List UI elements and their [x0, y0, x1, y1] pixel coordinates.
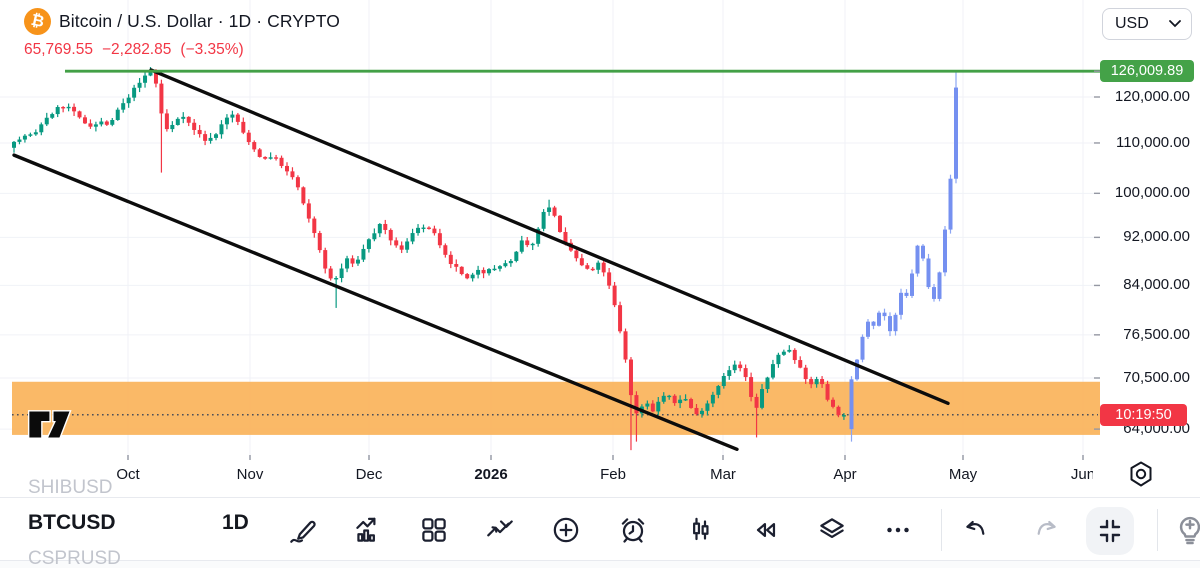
x-axis-tick-mark — [368, 455, 370, 460]
x-axis-tick-mark — [722, 455, 724, 460]
x-axis-tick-label: Mar — [710, 466, 736, 483]
resistance-price-badge: 126,009.89 — [1100, 60, 1194, 83]
x-axis-tick-label: Jun — [1070, 466, 1093, 483]
alarm-clock-icon — [621, 518, 645, 543]
candlestick-chart[interactable] — [0, 0, 1100, 455]
x-axis-tick-label: Dec — [355, 466, 383, 483]
watchlist-item-csprusd[interactable]: CSPRUSD — [28, 548, 121, 568]
y-axis-tick-label: 100,000.00 — [1114, 184, 1190, 202]
symbol-header: ₿ Bitcoin / U.S. Dollar · 1D · CRYPTO 65… — [24, 8, 340, 59]
plus-circle-icon — [553, 517, 579, 543]
price-row: 65,769.55 −2,282.85 (−3.35%) — [24, 41, 340, 59]
undo-button[interactable] — [956, 508, 1000, 552]
x-axis-tick-label: May — [948, 466, 978, 483]
y-axis-tick-label: 120,000.00 — [1114, 88, 1190, 105]
x-axis-tick-label: Oct — [116, 466, 140, 483]
y-axis-tick-label: 92,000.00 — [1123, 228, 1190, 246]
x-axis-tick-mark — [249, 455, 251, 460]
y-axis-tick-label: 70,500.00 — [1123, 369, 1190, 386]
y-axis-tick-label: 76,500.00 — [1123, 325, 1190, 343]
gear-icon — [1130, 461, 1152, 487]
collapse-chart-button[interactable] — [1086, 507, 1134, 555]
interval-label[interactable]: 1D — [222, 511, 249, 534]
layers-icon — [820, 518, 844, 539]
x-axis-tick-mark — [612, 455, 614, 460]
watchlist-item-shibusd[interactable]: SHIBUSD — [28, 477, 113, 498]
bottom-edge-strip — [0, 560, 1200, 568]
candlestick-style-icon — [693, 517, 709, 541]
pencil-draw-icon — [290, 520, 316, 543]
bar-style-button[interactable] — [678, 508, 722, 552]
compare-arrows-icon — [487, 520, 513, 537]
x-axis-tick-label: Nov — [236, 466, 264, 483]
x-axis-tick-label: Apr — [833, 466, 857, 483]
symbol-title: Bitcoin / U.S. Dollar · 1D · CRYPTO — [59, 11, 340, 31]
x-axis-tick-label: 2026 — [474, 466, 508, 483]
chevron-down-icon — [1169, 20, 1181, 28]
indicators-button[interactable] — [346, 508, 390, 552]
layout-grid-icon — [422, 518, 446, 542]
add-button[interactable] — [544, 508, 588, 552]
ideas-button[interactable] — [1168, 508, 1200, 552]
x-axis-tick-mark — [1082, 455, 1084, 460]
toolbar-divider — [1157, 509, 1158, 551]
compare-button[interactable] — [478, 508, 522, 552]
draw-button[interactable] — [281, 508, 325, 552]
objects-button[interactable] — [810, 508, 854, 552]
x-axis-tick-mark — [844, 455, 846, 460]
indicators-chart-icon — [356, 517, 376, 542]
price-change-percent: (−3.35%) — [180, 41, 244, 58]
toolbar-divider — [941, 509, 942, 551]
alerts-button[interactable] — [611, 508, 655, 552]
price-axis[interactable]: USD 120,000.00 110,000.00 100,000.00 92,000… — [1100, 0, 1200, 497]
more-button[interactable] — [876, 508, 920, 552]
axis-settings-button[interactable] — [1124, 458, 1158, 492]
y-axis-tick-label: 110,000.00 — [1116, 133, 1190, 151]
x-axis-tick-mark — [962, 455, 964, 460]
currency-label: USD — [1115, 15, 1149, 32]
replay-button[interactable] — [744, 508, 788, 552]
price-change: −2,282.85 — [101, 41, 172, 58]
more-dots-icon — [887, 527, 909, 533]
y-axis-tick-label: 84,000.00 — [1123, 276, 1190, 294]
currency-selector-button[interactable]: USD — [1102, 8, 1192, 40]
redo-button[interactable] — [1022, 508, 1066, 552]
x-axis-tick-mark — [127, 455, 129, 460]
time-axis[interactable]: Oct Nov Dec 2026 Feb Mar Apr May Jun — [0, 455, 1093, 497]
undo-icon — [966, 520, 985, 535]
layouts-button[interactable] — [412, 508, 456, 552]
watchlist-item-btcusd-active[interactable]: BTCUSD 1D — [28, 511, 249, 534]
collapse-icon — [1099, 519, 1121, 543]
last-price: 65,769.55 — [24, 41, 93, 58]
idea-bulb-icon — [1179, 516, 1200, 545]
rewind-icon — [756, 523, 776, 537]
bottom-toolbar — [0, 497, 1200, 568]
redo-icon — [1037, 520, 1056, 535]
bitcoin-logo-icon: ₿ — [24, 8, 51, 35]
bar-countdown-badge: 10:19:50 — [1100, 403, 1187, 426]
tradingview-watermark-logo — [27, 410, 72, 439]
x-axis-tick-label: Feb — [600, 466, 626, 483]
chart-canvas[interactable] — [0, 0, 1100, 455]
x-axis-tick-mark — [490, 455, 492, 460]
